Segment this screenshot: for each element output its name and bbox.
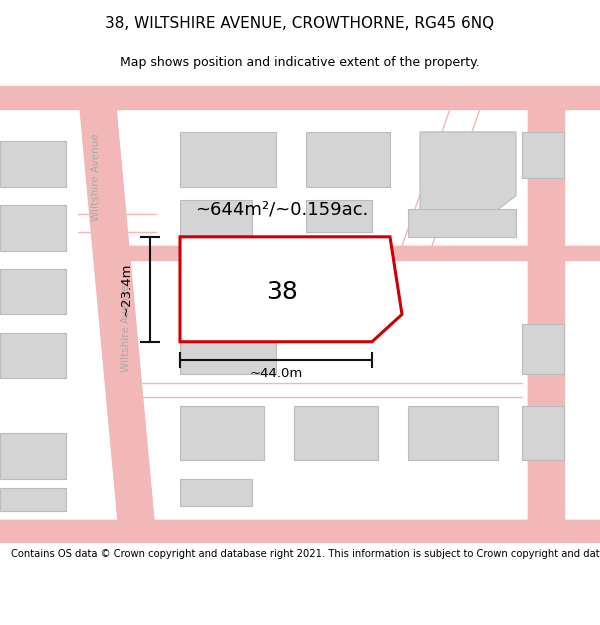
Polygon shape: [180, 132, 276, 187]
Polygon shape: [180, 406, 264, 461]
Polygon shape: [78, 86, 156, 542]
Polygon shape: [0, 488, 66, 511]
Text: Wiltshire Avenue: Wiltshire Avenue: [121, 284, 131, 372]
Polygon shape: [306, 200, 372, 232]
Text: ~23.4m: ~23.4m: [119, 262, 133, 316]
Polygon shape: [180, 200, 252, 237]
Polygon shape: [114, 246, 600, 259]
Text: ~644m²/~0.159ac.: ~644m²/~0.159ac.: [196, 201, 368, 218]
Polygon shape: [0, 86, 600, 109]
Polygon shape: [408, 406, 498, 461]
Polygon shape: [180, 324, 276, 374]
Polygon shape: [0, 433, 66, 479]
Polygon shape: [0, 332, 66, 378]
Text: ~44.0m: ~44.0m: [250, 367, 302, 380]
Polygon shape: [180, 479, 252, 506]
Polygon shape: [294, 406, 378, 461]
Text: 38: 38: [266, 279, 298, 304]
Polygon shape: [0, 269, 66, 314]
Polygon shape: [528, 86, 564, 542]
Text: 38, WILTSHIRE AVENUE, CROWTHORNE, RG45 6NQ: 38, WILTSHIRE AVENUE, CROWTHORNE, RG45 6…: [106, 16, 494, 31]
Polygon shape: [408, 209, 516, 237]
Polygon shape: [522, 324, 564, 374]
Polygon shape: [0, 141, 66, 187]
Text: Map shows position and indicative extent of the property.: Map shows position and indicative extent…: [120, 56, 480, 69]
Polygon shape: [306, 132, 390, 187]
Polygon shape: [522, 132, 564, 178]
Polygon shape: [180, 237, 402, 342]
Polygon shape: [0, 520, 600, 542]
Polygon shape: [420, 132, 516, 214]
Text: Wiltshire Avenue: Wiltshire Avenue: [91, 134, 101, 221]
Polygon shape: [522, 406, 564, 461]
Text: Contains OS data © Crown copyright and database right 2021. This information is : Contains OS data © Crown copyright and d…: [11, 549, 600, 559]
Polygon shape: [0, 205, 66, 251]
